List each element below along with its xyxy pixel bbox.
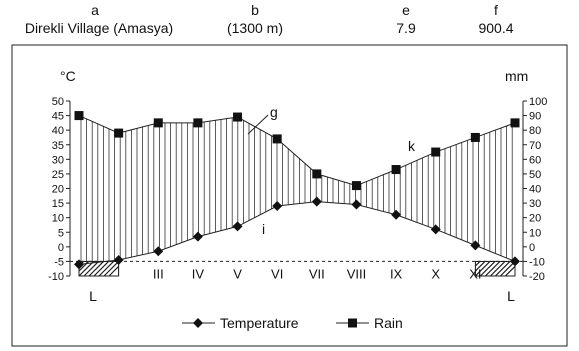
frost-hatch bbox=[79, 261, 95, 276]
rain-line bbox=[78, 115, 516, 187]
right-tick-label: 50 bbox=[529, 169, 541, 181]
mean-temperature: 7.9 bbox=[396, 20, 416, 36]
month-label: III bbox=[153, 266, 164, 281]
month-label: XI bbox=[469, 266, 481, 281]
temperature-point bbox=[153, 246, 164, 257]
header-letter-e: e bbox=[402, 2, 410, 18]
month-label: VI bbox=[271, 266, 283, 281]
left-tick-label: 15 bbox=[52, 198, 64, 210]
frost-hatch bbox=[98, 261, 115, 276]
legend-temperature-label: Temperature bbox=[220, 315, 299, 331]
right-tick-label: 60 bbox=[529, 154, 541, 166]
left-tick-label: 0 bbox=[58, 242, 64, 254]
annotation-g: g bbox=[270, 104, 278, 120]
temperature-point bbox=[470, 240, 481, 251]
right-tick-label: 80 bbox=[529, 125, 541, 137]
month-label: IX bbox=[390, 266, 403, 281]
temperature-point bbox=[74, 259, 84, 270]
rain-point bbox=[431, 147, 441, 157]
frost-hatch bbox=[479, 261, 496, 276]
left-tick-label: -5 bbox=[54, 256, 64, 268]
rain-point bbox=[74, 111, 84, 121]
temperature-point bbox=[192, 231, 203, 242]
rain-point bbox=[272, 134, 282, 144]
rain-point bbox=[233, 112, 243, 122]
rain-point bbox=[510, 118, 520, 128]
right-tick-label: 0 bbox=[529, 242, 535, 254]
left-tick-label: 45 bbox=[52, 111, 64, 123]
temperature-point bbox=[272, 201, 283, 211]
temperature-point bbox=[430, 224, 441, 235]
right-axis-unit: mm bbox=[505, 68, 528, 84]
annotation-k: k bbox=[408, 138, 416, 154]
left-tick-label: 5 bbox=[58, 227, 64, 239]
chart-frame bbox=[11, 44, 568, 347]
temperature-point bbox=[351, 199, 362, 210]
header-letter-a: a bbox=[91, 2, 99, 18]
legend-rain-marker bbox=[348, 318, 357, 328]
rain-point bbox=[114, 128, 124, 138]
annotation-L-left: L bbox=[89, 288, 97, 304]
frost-hatch bbox=[504, 261, 516, 276]
frost-box-outline bbox=[474, 260, 516, 277]
right-tick-label: -20 bbox=[529, 271, 545, 283]
frost-hatch bbox=[83, 261, 100, 276]
left-tick-label: 40 bbox=[52, 125, 64, 137]
temperature-point bbox=[510, 256, 520, 267]
temperature-point bbox=[232, 221, 243, 232]
left-axis-unit: °C bbox=[60, 68, 76, 84]
annotation-L-right: L bbox=[507, 288, 515, 304]
month-label: VIII bbox=[347, 266, 367, 281]
rain-point bbox=[391, 165, 401, 175]
rain-point bbox=[153, 118, 163, 128]
station-name: Direkli Village (Amasya) bbox=[24, 20, 174, 36]
annual-rain: 900.4 bbox=[478, 20, 514, 36]
frost-hatch bbox=[93, 261, 110, 276]
month-label: VII bbox=[309, 266, 325, 281]
left-tick-label: 20 bbox=[52, 184, 64, 196]
left-tick-label: 25 bbox=[52, 169, 64, 181]
left-tick-label: 50 bbox=[52, 96, 64, 108]
left-tick-label: 35 bbox=[52, 140, 64, 152]
right-tick-label: 100 bbox=[529, 96, 547, 108]
right-tick-label: 20 bbox=[529, 213, 541, 225]
frost-hatch bbox=[103, 261, 120, 276]
right-tick-label: -10 bbox=[529, 256, 545, 268]
temperature-point bbox=[113, 254, 124, 265]
frost-hatch bbox=[474, 261, 491, 276]
legend-temperature-marker bbox=[193, 318, 203, 328]
rain-point bbox=[312, 169, 322, 179]
right-tick-label: 30 bbox=[529, 198, 541, 210]
station-elevation: (1300 m) bbox=[226, 20, 284, 36]
frost-hatch bbox=[484, 261, 501, 276]
annotation-g-pointer bbox=[247, 114, 269, 135]
right-tick-label: 10 bbox=[529, 227, 541, 239]
frost-hatch bbox=[494, 261, 511, 276]
left-tick-label: -10 bbox=[48, 271, 64, 283]
month-label: IV bbox=[192, 266, 205, 281]
right-tick-label: 40 bbox=[529, 184, 541, 196]
temperature-point bbox=[311, 196, 322, 207]
temperature-line bbox=[78, 201, 516, 265]
month-label: V bbox=[233, 266, 242, 281]
rain-point bbox=[351, 181, 361, 191]
right-tick-label: 70 bbox=[529, 140, 541, 152]
month-label: X bbox=[431, 266, 440, 281]
annotation-i: i bbox=[262, 221, 265, 237]
header-letter-f: f bbox=[494, 2, 498, 18]
temperature-point bbox=[391, 209, 402, 220]
right-tick-label: 90 bbox=[529, 111, 541, 123]
frost-hatch bbox=[489, 261, 506, 276]
rain-point bbox=[470, 132, 480, 142]
legend-rain-label: Rain bbox=[374, 315, 403, 331]
header-letter-b: b bbox=[251, 2, 259, 18]
left-tick-label: 30 bbox=[52, 154, 64, 166]
rain-point bbox=[193, 118, 203, 128]
left-tick-label: 10 bbox=[52, 213, 64, 225]
frost-hatch bbox=[88, 261, 105, 276]
